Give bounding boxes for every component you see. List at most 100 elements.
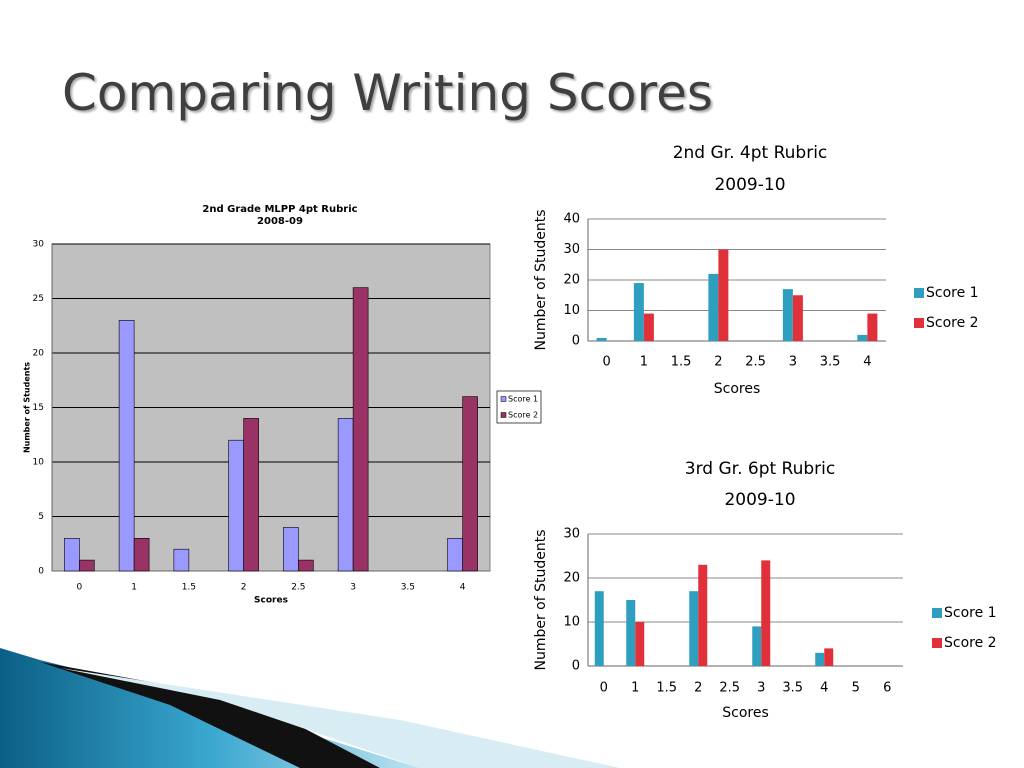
bar [462, 396, 478, 572]
y-tick-label: 25 [33, 294, 44, 304]
x-tick-label: 5 [852, 681, 860, 696]
bar [708, 273, 719, 341]
y-tick-label: 30 [563, 527, 580, 542]
bar [761, 560, 771, 666]
bar [815, 652, 825, 666]
y-tick-label: 20 [563, 571, 580, 586]
bar [635, 622, 645, 666]
x-tick-label: 3 [350, 583, 356, 593]
x-tick-label: 3 [789, 355, 797, 370]
y-tick-label: 10 [563, 303, 580, 318]
bar [298, 559, 314, 572]
x-tick-label: 2.5 [719, 681, 740, 696]
x-tick-label: 4 [820, 681, 828, 696]
legend-label: Score 1 [944, 605, 997, 621]
x-tick-label: 4 [460, 583, 466, 593]
x-axis-label: Scores [254, 596, 288, 606]
bar [867, 313, 878, 341]
legend-swatch [914, 288, 924, 298]
x-tick-label: 3.5 [820, 355, 841, 370]
y-tick-label: 5 [38, 512, 44, 522]
legend-label: Score 1 [508, 395, 538, 404]
x-tick-label: 1 [631, 681, 639, 696]
decoration [0, 648, 620, 768]
bar [782, 289, 793, 341]
x-tick-label: 2 [694, 681, 702, 696]
legend-label: Score 2 [926, 315, 979, 331]
x-tick-label: 0 [602, 355, 610, 370]
x-tick-label: 0 [600, 681, 608, 696]
x-tick-label: 2 [714, 355, 722, 370]
x-tick-label: 3.5 [782, 681, 803, 696]
y-tick-label: 30 [33, 240, 45, 250]
x-tick-label: 4 [863, 355, 871, 370]
bar [824, 648, 834, 666]
y-tick-label: 30 [563, 242, 580, 257]
bar [626, 600, 636, 666]
x-tick-label: 6 [883, 681, 891, 696]
legend-swatch [500, 412, 507, 418]
y-tick-label: 10 [33, 458, 45, 468]
bar [173, 548, 190, 572]
slide-title: Comparing Writing Scores [62, 64, 713, 122]
bar [643, 313, 654, 341]
bar [64, 537, 80, 572]
x-tick-label: 1.5 [671, 355, 692, 370]
chart-subtitle: 2009-10 [724, 490, 795, 510]
x-tick-label: 3.5 [401, 583, 415, 593]
bar [352, 287, 369, 572]
legend-label: Score 1 [926, 285, 979, 301]
y-axis-label: Number of Students [533, 209, 549, 350]
y-tick-label: 0 [572, 334, 580, 349]
y-tick-label: 15 [33, 403, 44, 413]
chart-title: 2nd Gr. 4pt Rubric [673, 143, 828, 163]
bar [243, 418, 259, 572]
legend-swatch [500, 396, 507, 402]
x-tick-label: 3 [757, 681, 765, 696]
x-tick-label: 2 [241, 583, 247, 593]
chart-subtitle: 2009-10 [714, 175, 785, 195]
chart-title: 3rd Gr. 6pt Rubric [685, 459, 835, 479]
chart-title: 2nd Grade MLPP 4pt Rubric [202, 204, 357, 215]
x-tick-label: 1.5 [656, 681, 677, 696]
legend-label: Score 2 [508, 411, 538, 420]
bar [792, 295, 803, 341]
bar [718, 249, 729, 341]
bar [447, 537, 463, 572]
x-axis-label: Scores [714, 381, 761, 397]
y-tick-label: 20 [563, 273, 580, 288]
y-tick-label: 20 [33, 349, 45, 359]
y-tick-label: 10 [563, 615, 580, 630]
x-tick-label: 0 [77, 583, 83, 593]
bar [633, 283, 644, 341]
y-tick-label: 0 [572, 659, 580, 674]
legend-label: Score 2 [944, 635, 997, 651]
bar [857, 334, 868, 341]
legend-swatch [932, 608, 942, 618]
bar [337, 418, 354, 572]
x-tick-label: 2.5 [745, 355, 766, 370]
x-tick-label: 2.5 [291, 583, 305, 593]
x-tick-label: 1 [131, 583, 137, 593]
bar [689, 591, 699, 666]
y-axis-label: Number of Students [533, 529, 549, 670]
bar [283, 527, 299, 572]
x-tick-label: 1.5 [182, 583, 196, 593]
bar [79, 559, 95, 572]
legend-swatch [914, 318, 924, 328]
bar [594, 591, 604, 666]
bar [698, 564, 708, 666]
legend-swatch [932, 638, 942, 648]
bar [118, 319, 135, 572]
bar [133, 537, 150, 572]
y-tick-label: 0 [38, 567, 44, 577]
x-axis-label: Scores [722, 705, 769, 721]
chart-subtitle: 2008-09 [257, 216, 303, 227]
bar [596, 337, 607, 341]
y-axis-label: Number of Students [23, 362, 32, 453]
y-tick-label: 40 [563, 212, 580, 227]
bar [752, 626, 762, 666]
x-tick-label: 1 [640, 355, 648, 370]
bar [228, 439, 244, 572]
